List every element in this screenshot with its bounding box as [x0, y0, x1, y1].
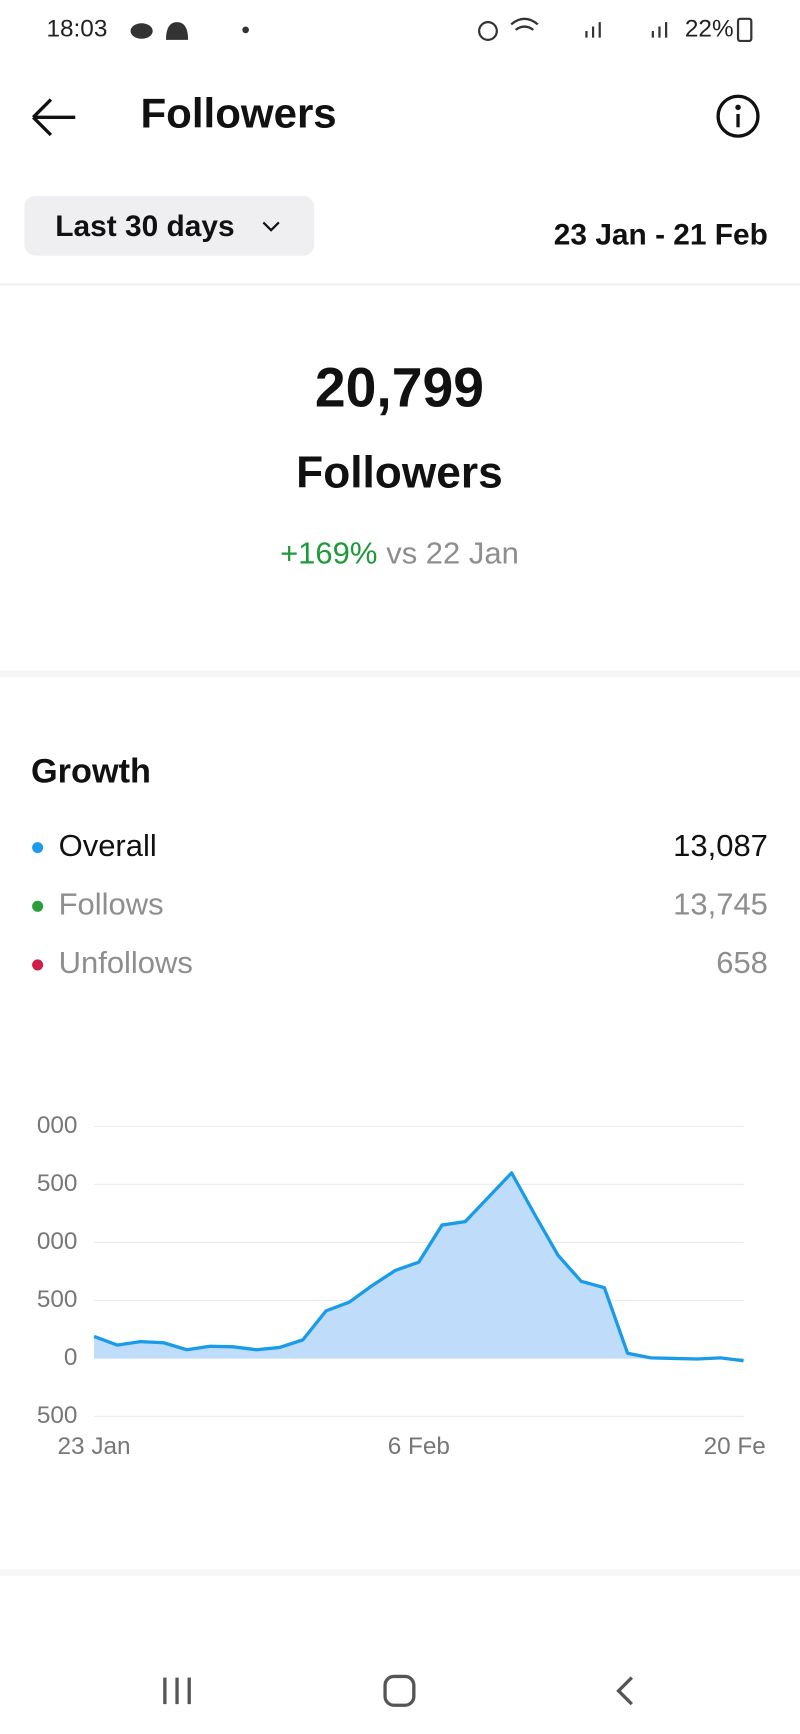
x-tick-label: 23 Jan: [58, 1433, 131, 1460]
y-tick-label: 0: [64, 1344, 78, 1371]
area-fill: [94, 1172, 744, 1361]
nav-recents[interactable]: [163, 1677, 191, 1705]
info-button[interactable]: [716, 94, 760, 138]
y-tick-label: 500: [37, 1402, 78, 1429]
growth-label: Overall: [59, 828, 157, 863]
page-title: Followers: [141, 89, 337, 136]
y-tick-label: 500: [37, 1170, 78, 1197]
growth-rows: Overall 13,087 Follows 13,745 Unfollows 658: [32, 828, 768, 980]
growth-label: Unfollows: [59, 945, 193, 980]
growth-label: Follows: [59, 886, 164, 921]
x-tick-label: 6 Feb: [388, 1433, 450, 1460]
follower-label: Followers: [296, 449, 503, 498]
status-left-icons: [130, 22, 249, 40]
growth-chart: 500 0 500 000 500 000 23 Jan 6 Feb 20 Fe: [37, 1112, 766, 1460]
back-button[interactable]: [32, 98, 76, 137]
growth-title: Growth: [31, 753, 151, 791]
dropdown-chevron: [262, 221, 280, 232]
divider: [0, 283, 800, 286]
x-tick-label: 20 Fe: [704, 1433, 766, 1460]
growth-value: 13,087: [673, 828, 768, 863]
period-dropdown[interactable]: [24, 195, 315, 256]
divider: [0, 1569, 800, 1576]
status-time: 18:03: [46, 15, 107, 42]
legend-dot: [32, 842, 44, 854]
growth-value: 658: [716, 945, 768, 980]
change-line: +169% vs 22 Jan: [280, 536, 519, 571]
nav-back[interactable]: [616, 1676, 633, 1706]
status-battery: 22%: [685, 15, 734, 42]
divider: [0, 670, 800, 678]
y-tick-label: 000: [37, 1112, 78, 1139]
y-tick-label: 500: [37, 1286, 78, 1313]
status-right-icons: [478, 17, 753, 43]
follower-count: 20,799: [315, 356, 484, 418]
y-tick-label: 000: [37, 1228, 78, 1255]
change-comparison: vs 22 Jan: [386, 536, 519, 571]
legend-dot: [32, 959, 44, 971]
nav-home[interactable]: [383, 1674, 416, 1707]
period-label: Last 30 days: [55, 210, 234, 243]
legend-dot: [32, 900, 44, 912]
area-line: [93, 1171, 744, 1363]
change-value: +169%: [280, 536, 377, 571]
growth-value: 13,745: [673, 886, 768, 921]
date-range: 23 Jan - 21 Feb: [554, 219, 768, 252]
